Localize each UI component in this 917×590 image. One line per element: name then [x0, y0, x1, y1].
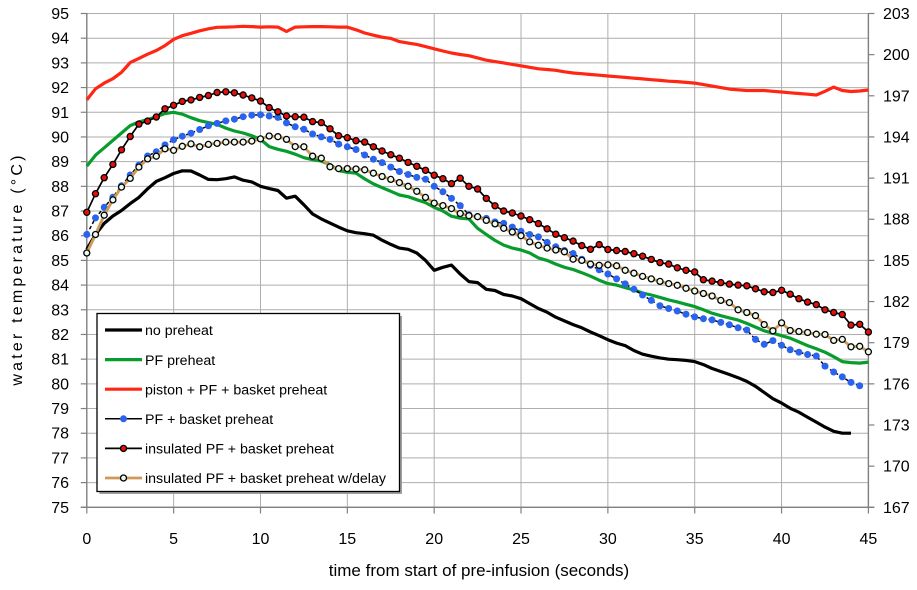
- svg-text:76: 76: [51, 475, 69, 492]
- svg-text:203: 203: [883, 6, 910, 23]
- svg-text:77: 77: [51, 450, 69, 467]
- svg-text:20: 20: [425, 531, 443, 548]
- svg-text:79: 79: [51, 401, 69, 418]
- svg-text:188: 188: [883, 212, 910, 229]
- svg-text:insulated PF + basket preheat: insulated PF + basket preheat w/delay: [145, 471, 387, 487]
- svg-text:40: 40: [773, 531, 791, 548]
- svg-text:45: 45: [860, 531, 878, 548]
- svg-text:5: 5: [169, 531, 178, 548]
- svg-text:82: 82: [51, 327, 69, 344]
- svg-text:80: 80: [51, 376, 69, 393]
- svg-text:35: 35: [686, 531, 704, 548]
- svg-text:90: 90: [51, 129, 69, 146]
- svg-text:182: 182: [883, 294, 910, 311]
- svg-text:88: 88: [51, 179, 69, 196]
- svg-text:83: 83: [51, 302, 69, 319]
- svg-text:75: 75: [51, 500, 69, 517]
- svg-text:93: 93: [51, 55, 69, 72]
- svg-text:191: 191: [883, 171, 910, 188]
- svg-text:78: 78: [51, 426, 69, 443]
- svg-text:81: 81: [51, 352, 69, 369]
- svg-text:173: 173: [883, 418, 910, 435]
- svg-text:176: 176: [883, 376, 910, 393]
- svg-text:no preheat: no preheat: [145, 323, 213, 339]
- svg-text:89: 89: [51, 154, 69, 171]
- svg-text:85: 85: [51, 253, 69, 270]
- svg-text:87: 87: [51, 204, 69, 221]
- svg-text:94: 94: [51, 31, 69, 48]
- svg-text:30: 30: [599, 531, 617, 548]
- svg-text:insulated PF + basket preheat: insulated PF + basket preheat: [145, 442, 334, 458]
- svg-text:170: 170: [883, 459, 910, 476]
- svg-text:194: 194: [883, 129, 910, 146]
- svg-text:179: 179: [883, 335, 910, 352]
- svg-text:25: 25: [512, 531, 530, 548]
- svg-text:piston + PF + basket preheat: piston + PF + basket preheat: [145, 382, 327, 398]
- svg-text:15: 15: [338, 531, 356, 548]
- svg-text:200: 200: [883, 47, 910, 64]
- svg-text:167: 167: [883, 500, 910, 517]
- svg-text:0: 0: [82, 531, 91, 548]
- svg-text:92: 92: [51, 80, 69, 97]
- svg-text:time from start of pre-infusio: time from start of pre-infusion (seconds…: [329, 561, 629, 580]
- svg-text:10: 10: [252, 531, 270, 548]
- svg-text:PF + basket preheat: PF + basket preheat: [145, 412, 273, 428]
- svg-text:86: 86: [51, 228, 69, 245]
- svg-text:197: 197: [883, 88, 910, 105]
- svg-text:PF preheat: PF preheat: [145, 353, 215, 369]
- svg-text:water temperature (°C): water temperature (°C): [9, 152, 26, 386]
- svg-text:84: 84: [51, 278, 69, 295]
- svg-text:95: 95: [51, 6, 69, 23]
- svg-text:91: 91: [51, 105, 69, 122]
- svg-text:185: 185: [883, 253, 910, 270]
